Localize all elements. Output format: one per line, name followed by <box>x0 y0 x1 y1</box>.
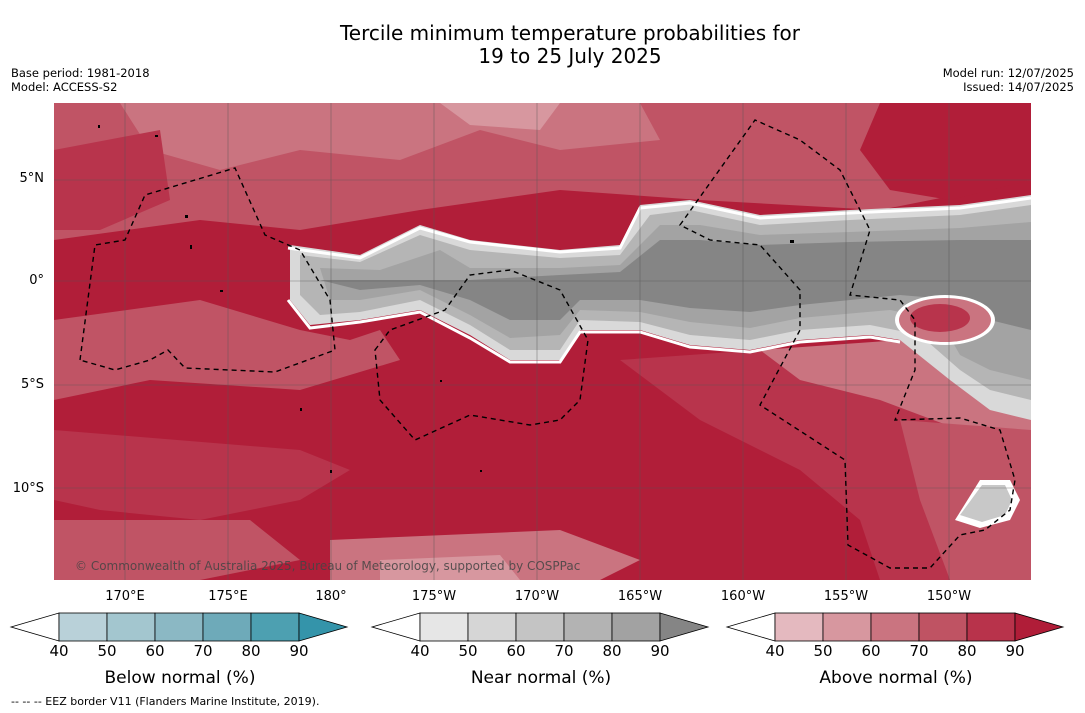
colorbar-segment <box>419 612 469 642</box>
colorbar-tick-label: 90 <box>289 642 309 660</box>
colorbar-above-normal <box>725 612 1065 642</box>
colorbar-segment <box>918 612 968 642</box>
lon-label-175e: 175°E <box>208 589 248 604</box>
model-run: Model run: 12/07/2025 <box>942 66 1074 80</box>
colorbar-tick-label: 90 <box>1005 642 1025 660</box>
eez-footnote: -- -- -- EEZ border V11 (Flanders Marine… <box>11 695 320 708</box>
colorbar-extend-low <box>9 612 60 642</box>
meta-left: Base period: 1981-2018 Model: ACCESS-S2 <box>11 66 150 94</box>
colorbar-tick-label: 60 <box>861 642 881 660</box>
colorbar-segment <box>250 612 300 642</box>
lon-label-175w: 175°W <box>411 589 457 604</box>
colorbar-extend-high <box>298 612 349 642</box>
base-period: Base period: 1981-2018 <box>11 66 150 80</box>
colorbar-tick-label: 60 <box>506 642 526 660</box>
map-field <box>54 103 1031 580</box>
colorbar-segment <box>58 612 108 642</box>
colorbar-extend-high <box>1014 612 1065 642</box>
colorbar-segment <box>467 612 517 642</box>
lon-label-180: 180° <box>315 589 347 604</box>
title-line-2: 19 to 25 July 2025 <box>478 44 662 68</box>
lon-label-160w: 160°W <box>720 589 766 604</box>
colorbar-tick-label: 80 <box>957 642 977 660</box>
lon-label-170e: 170°E <box>105 589 145 604</box>
colorbar-tick-label: 50 <box>458 642 478 660</box>
lat-label-0: 0° <box>29 273 44 288</box>
colorbar-segment <box>870 612 920 642</box>
colorbar-tick-label: 90 <box>650 642 670 660</box>
colorbar-segment <box>202 612 252 642</box>
colorbar-extend-low <box>370 612 421 642</box>
colorbar-extend-high <box>659 612 710 642</box>
colorbar-tick-label: 50 <box>813 642 833 660</box>
colorbar-segment <box>822 612 872 642</box>
legend-title-near: Near normal (%) <box>470 668 612 688</box>
lon-label-150w: 150°W <box>926 589 972 604</box>
colorbar-segment <box>106 612 156 642</box>
lon-label-155w: 155°W <box>823 589 869 604</box>
gridlines <box>54 103 1031 580</box>
colorbar-segment <box>515 612 565 642</box>
colorbars <box>9 612 1065 642</box>
eez-borders <box>79 119 1016 569</box>
legend-title-above: Above normal (%) <box>819 668 973 688</box>
title-line-1: Tercile minimum temperature probabilitie… <box>339 21 801 45</box>
colorbar-tick-label: 40 <box>410 642 430 660</box>
colorbar-tick-label: 70 <box>554 642 574 660</box>
colorbar-segment <box>154 612 204 642</box>
legend-title-below: Below normal (%) <box>104 668 256 688</box>
issued-date: Issued: 14/07/2025 <box>963 80 1074 94</box>
lat-label-5s: 5°S <box>20 377 44 392</box>
colorbar-tick-label: 60 <box>145 642 165 660</box>
colorbar-segment <box>611 612 661 642</box>
lon-label-165w: 165°W <box>617 589 663 604</box>
colorbar-segment <box>563 612 613 642</box>
meta-right: Model run: 12/07/2025 Issued: 14/07/2025 <box>943 66 1074 94</box>
map-title: Tercile minimum temperature probabilitie… <box>0 22 1085 68</box>
colorbar-below-normal <box>9 612 349 642</box>
colorbar-segment <box>774 612 824 642</box>
colorbar-tick-label: 80 <box>602 642 622 660</box>
lon-label-170w: 170°W <box>514 589 560 604</box>
copyright-notice: © Commonwealth of Australia 2025, Bureau… <box>75 559 581 573</box>
colorbar-tick-label: 80 <box>241 642 261 660</box>
colorbar-near-normal <box>370 612 710 642</box>
colorbar-tick-label: 70 <box>193 642 213 660</box>
colorbar-tick-label: 40 <box>49 642 69 660</box>
lat-label-5n: 5°N <box>19 171 45 186</box>
colorbar-segment <box>966 612 1016 642</box>
colorbar-extend-low <box>725 612 776 642</box>
colorbar-tick-label: 50 <box>97 642 117 660</box>
model-name: Model: ACCESS-S2 <box>11 80 118 94</box>
lat-label-10s: 10°S <box>12 481 44 496</box>
colorbar-tick-label: 40 <box>765 642 785 660</box>
colorbar-tick-label: 70 <box>909 642 929 660</box>
islands <box>98 125 794 473</box>
